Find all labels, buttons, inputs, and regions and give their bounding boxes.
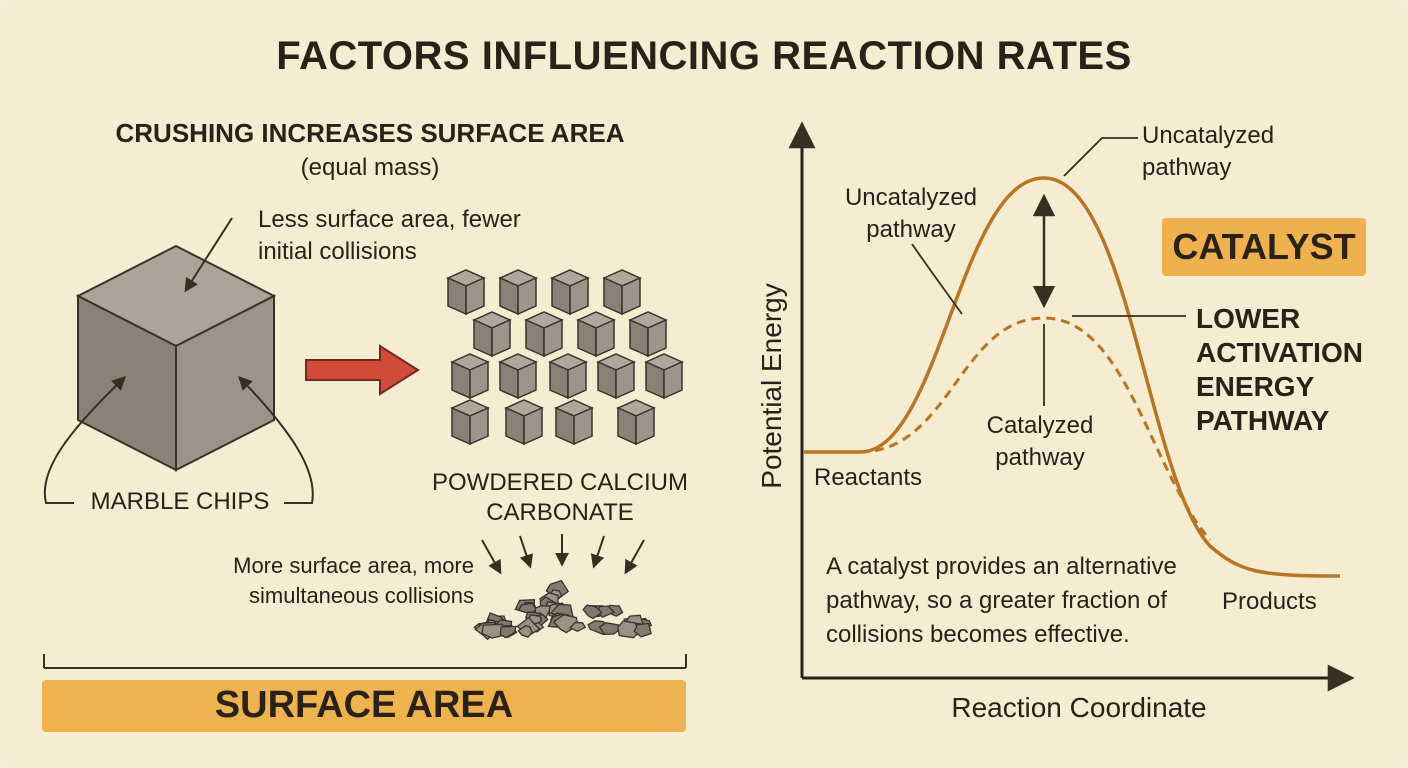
small-cube-icon (576, 311, 616, 358)
powder-grain (617, 620, 640, 639)
surface-heading: CRUSHING INCREASES SURFACE AREA (115, 118, 625, 148)
more-surface-note: More surface area, more simultaneous col… (233, 553, 474, 608)
powder-grain (499, 625, 517, 639)
small-cubes-group (446, 269, 684, 446)
powder-grain (517, 624, 533, 638)
lower-activation-label: LOWER ACTIVATION ENERGY PATHWAY (1196, 303, 1363, 436)
powder-grain (598, 622, 620, 635)
uncatalyzed-label-left: Uncatalyzed pathway (844, 184, 978, 243)
powder-label: POWDERED CALCIUM CARBONATE (431, 469, 689, 526)
page-title: FACTORS INFLUENCING REACTION RATES (276, 34, 1132, 78)
small-cube-icon (498, 269, 538, 316)
small-cube-icon (616, 399, 656, 446)
leader-lines (911, 137, 1186, 406)
surface-area-banner (42, 680, 686, 732)
small-cube-icon (450, 399, 490, 446)
small-cube-icon (548, 353, 588, 400)
small-cube-icon (644, 353, 684, 400)
powder-pointers (481, 534, 645, 575)
less-surface-note: Less surface area, fewer initial collisi… (258, 206, 521, 265)
marble-chips-label: MARBLE CHIPS (90, 488, 270, 515)
crush-arrow-icon (305, 344, 420, 396)
catalyzed-label: Catalyzed pathway (986, 412, 1094, 471)
powder-grain (633, 622, 652, 638)
small-cube-icon (446, 269, 486, 316)
surface-bracket (43, 654, 687, 669)
powder-grain (569, 621, 587, 633)
small-cube-icon (450, 353, 490, 400)
small-cube-icon (602, 269, 642, 316)
small-cube-icon (596, 353, 636, 400)
catalyst-label: CATALYST (1172, 226, 1356, 267)
less-surface-pointer (184, 217, 233, 293)
marble-right-pointer (238, 375, 314, 504)
small-cube-icon (628, 311, 668, 358)
small-cube-icon (524, 311, 564, 358)
uncatalyzed-curve (804, 176, 1341, 578)
products-label: Products (1222, 588, 1317, 615)
y-axis-label: Potential Energy (756, 283, 787, 489)
small-cube-icon (472, 311, 512, 358)
catalyst-badge (1162, 218, 1366, 276)
catalyzed-curve (859, 316, 1212, 541)
marble-cube-icon (75, 244, 277, 472)
small-cube-icon (550, 269, 590, 316)
catalyst-explanation: A catalyst provides an alternative pathw… (826, 553, 1177, 648)
uncatalyzed-label-top: Uncatalyzed pathway (1142, 122, 1275, 181)
small-cube-icon (498, 353, 538, 400)
surface-subheading: (equal mass) (300, 154, 440, 181)
powder-grain (582, 604, 603, 620)
powder-pile-icon (473, 579, 653, 641)
marble-left-pointer (43, 376, 127, 504)
x-axis-label: Reaction Coordinate (951, 692, 1207, 723)
small-cube-icon (504, 399, 544, 446)
surface-area-label: SURFACE AREA (214, 684, 514, 726)
small-cube-icon (554, 399, 594, 446)
reactants-label: Reactants (814, 464, 923, 491)
